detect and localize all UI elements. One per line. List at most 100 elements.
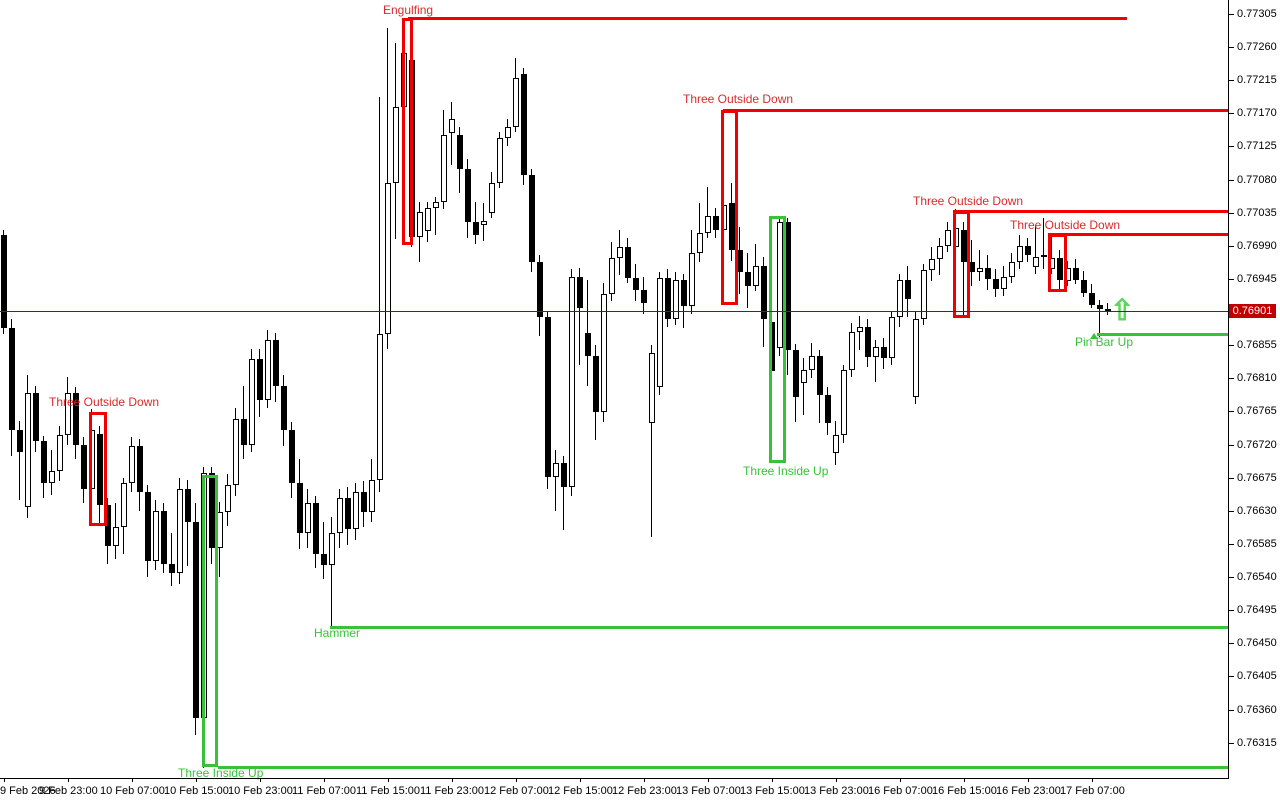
candle-bull [233,419,239,485]
price-axis-tick [1228,279,1234,280]
price-axis-label: 0.76765 [1237,405,1277,417]
candle-bull [249,359,255,445]
engulfing-box[interactable] [402,18,413,245]
time-axis-tick [324,778,325,782]
candle-bull [841,370,847,435]
candle-bear [1081,280,1087,293]
price-axis-tick [1228,610,1234,611]
candle-bull [657,278,663,387]
candle-wick [379,97,380,492]
candle-bear [457,135,463,169]
three-outside-down-box-left[interactable] [89,412,107,526]
time-axis-line [0,778,1229,779]
current-price-line [0,311,1228,312]
candle-bear [17,430,23,452]
time-axis-label: 9 Feb 23:00 [39,785,98,797]
three-outside-down-line-1[interactable] [723,109,1228,112]
three-outside-down-line-2[interactable] [953,210,1228,213]
candle-bull [177,489,183,573]
candle-bear [1,235,7,328]
engulfing-line[interactable] [408,17,1127,20]
time-axis-label: 12 Feb 15:00 [548,785,613,797]
three-inside-up-box-mid[interactable] [769,216,786,463]
price-axis-tick [1228,478,1234,479]
candle-bull [977,268,983,272]
candle-wick [1051,233,1052,274]
candle-bull [129,446,135,483]
candle-bull [481,221,487,225]
candle-wick [875,340,876,382]
candle-wick [171,533,172,586]
time-axis-label: 16 Feb 15:00 [932,785,997,797]
candle-bear [529,175,535,262]
three-inside-up-line[interactable] [218,766,1228,769]
candle-bear [665,278,671,319]
candle-bear [993,279,999,289]
hammer-line[interactable] [330,626,1228,629]
candle-bull [489,183,495,213]
price-axis-label: 0.77260 [1237,41,1277,53]
time-axis-tick [580,778,581,782]
time-axis-tick [388,778,389,782]
pin-bar-marker-icon [1090,333,1098,339]
candle-bear [961,230,967,262]
time-axis-label: 16 Feb 23:00 [996,785,1061,797]
candle-wick [187,480,188,566]
candle-bear [81,445,87,489]
candle-bear [41,441,47,483]
candle-wick [563,456,564,530]
price-axis-tick [1228,411,1234,412]
candle-bear [593,356,599,412]
three-outside-down-box-3[interactable] [1048,234,1067,292]
candle-wick [1035,225,1036,274]
price-axis-tick [1228,445,1234,446]
price-axis-tick [1228,577,1234,578]
price-axis-label: 0.76360 [1237,704,1277,716]
price-axis-tick [1228,544,1234,545]
candle-bull [553,463,559,477]
candle-bull [25,393,31,507]
three-inside-up-box-bottom[interactable] [202,475,218,767]
pin-bar-up-line[interactable] [1097,333,1228,336]
candle-bull [617,247,623,258]
candle-bear [761,266,767,319]
candle-bull [697,233,703,253]
candle-wick [1043,218,1044,269]
price-axis-tick [1228,676,1234,677]
candle-bear [1097,305,1103,309]
candle-bull [857,327,863,332]
candle-bull [937,246,943,259]
candle-wick [979,250,980,281]
price-chart-pane[interactable]: Engulfing Three Outside Down Three Outside… [0,0,1228,780]
candle-bull [65,393,71,435]
price-axis-label: 0.76630 [1237,505,1277,517]
price-axis-label: 0.76540 [1237,571,1277,583]
time-axis-tick [516,778,517,782]
candle-wick [707,187,708,238]
price-axis-label: 0.77125 [1237,140,1277,152]
candle-bull [497,138,503,183]
candle-wick [699,203,700,262]
candle-bear [1073,268,1079,280]
candle-bull [385,183,391,334]
price-axis-tick [1228,14,1234,15]
candle-bear [537,262,543,317]
pattern-label: Engulfing [383,3,434,17]
price-axis-label: 0.76405 [1237,670,1277,682]
candle-wick [963,222,964,318]
candle-bear [985,268,991,279]
candle-bear [345,498,351,529]
candle-bear [545,317,551,477]
candle-bull [505,127,511,138]
three-outside-down-line-3[interactable] [1048,233,1228,236]
price-axis-tick [1228,643,1234,644]
price-axis-tick [1228,180,1234,181]
candle-bear [185,489,191,522]
time-axis-tick [772,778,773,782]
three-outside-down-box-1[interactable] [721,110,738,305]
candle-bull [929,259,935,270]
candle-bull [1009,262,1015,277]
time-axis-label: 12 Feb 23:00 [612,785,677,797]
three-outside-down-box-2[interactable] [953,211,970,318]
candle-bear [73,393,79,445]
